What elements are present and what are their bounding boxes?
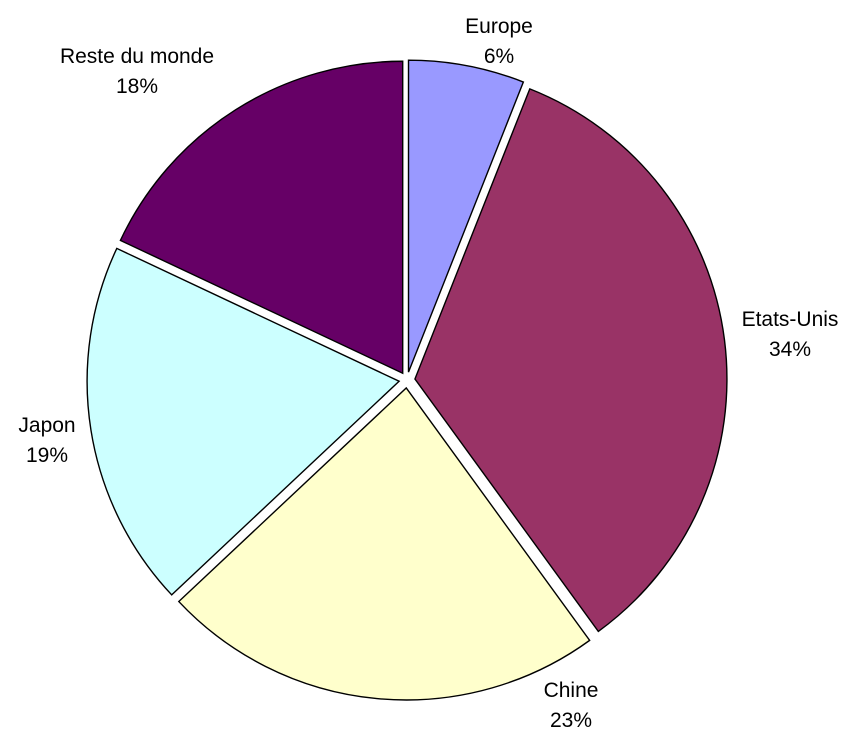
pie-slice-reste-du-monde	[119, 60, 404, 375]
slice-label-chine: Chine	[544, 679, 599, 702]
slice-label-reste-du-monde: Reste du monde	[60, 45, 214, 68]
pie-labels: Europe 6% Etats-Unis 34% Chine 23% Japon 19% Res…	[18, 15, 838, 729]
pie-slice-etats-unis	[414, 87, 728, 633]
pie-slice-chine	[177, 386, 591, 701]
pie-slice-europe	[407, 59, 525, 373]
slice-label-europe: Europe	[465, 15, 533, 38]
slice-label-japon: Japon	[18, 414, 75, 437]
slice-percent-reste-du-monde: 18%	[116, 75, 158, 98]
pie-slice-japon	[86, 247, 401, 596]
slice-label-etats-unis: Etats-Unis	[742, 308, 839, 331]
slice-percent-chine: 23%	[550, 709, 592, 729]
pie-slices	[86, 59, 728, 701]
slice-percent-europe: 6%	[484, 45, 514, 68]
slice-percent-etats-unis: 34%	[769, 338, 811, 361]
slice-percent-japon: 19%	[26, 444, 68, 467]
